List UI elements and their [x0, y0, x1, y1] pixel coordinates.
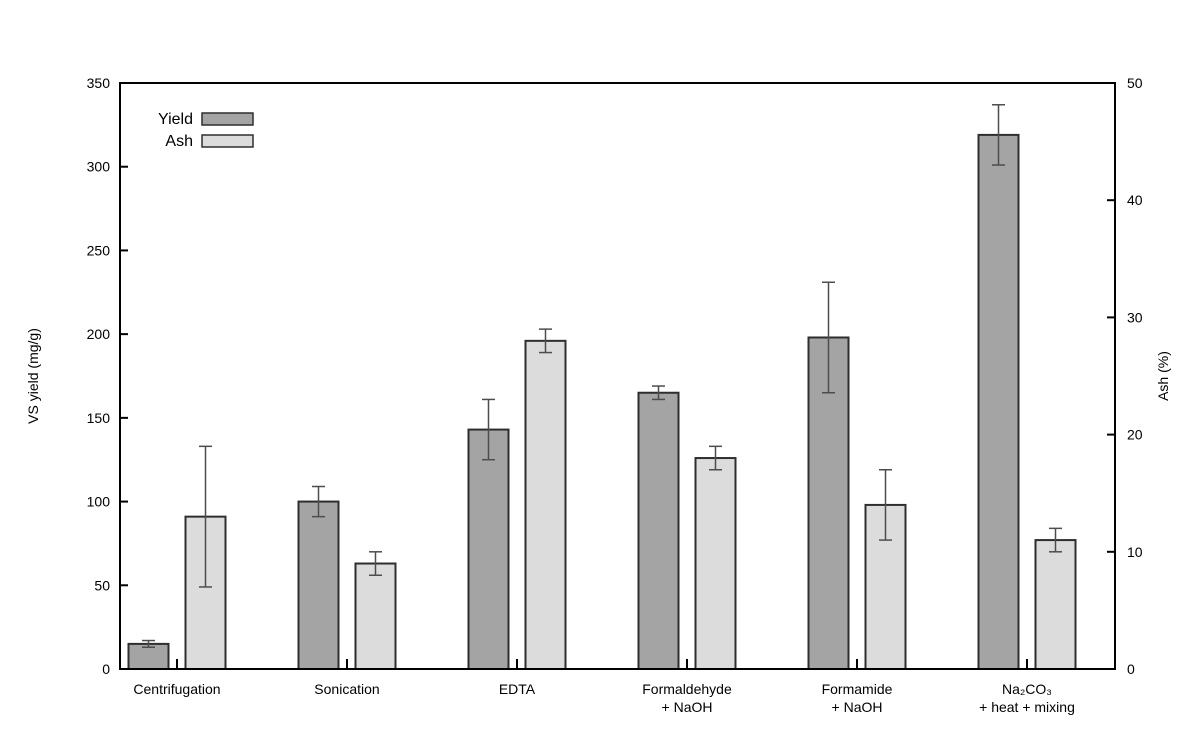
- right-axis-tick-label: 20: [1127, 427, 1143, 443]
- bar-yield-5: [977, 133, 1020, 671]
- right-axis-title: Ash (%): [1155, 351, 1171, 401]
- x-category-label: Formaldehyde: [642, 681, 732, 697]
- x-category-label: + heat + mixing: [979, 699, 1075, 715]
- left-axis-tick-label: 150: [87, 410, 111, 426]
- bar-yield-2: [467, 428, 510, 670]
- legend-label-ash: Ash: [165, 133, 193, 150]
- x-category-label: Centrifugation: [133, 681, 220, 697]
- bar-yield-3: [637, 391, 680, 670]
- bar-ash-1: [354, 562, 397, 671]
- right-axis-tick-label: 40: [1127, 192, 1143, 208]
- left-axis-tick-label: 350: [87, 75, 111, 91]
- bar-yield-0: [127, 642, 170, 671]
- x-category-label: Sonication: [314, 681, 379, 697]
- x-category-label: + NaOH: [662, 699, 713, 715]
- x-category-label: Na₂CO₃: [1002, 681, 1052, 697]
- right-axis-tick-label: 30: [1127, 309, 1143, 325]
- legend-swatch-ash: [201, 134, 254, 148]
- x-category-label: + NaOH: [832, 699, 883, 715]
- left-axis-tick-label: 100: [87, 494, 111, 510]
- legend-swatch-yield: [201, 112, 254, 126]
- bar-ash-2: [524, 339, 567, 670]
- left-axis-tick-label: 250: [87, 242, 111, 258]
- bar-yield-1: [297, 500, 340, 671]
- plot-frame: [119, 82, 1116, 670]
- left-axis-tick-label: 300: [87, 159, 111, 175]
- x-category-label: EDTA: [499, 681, 536, 697]
- left-axis-tick-label: 200: [87, 326, 111, 342]
- right-axis-tick-label: 10: [1127, 544, 1143, 560]
- legend-label-yield: Yield: [158, 111, 193, 128]
- right-axis-tick-label: 50: [1127, 75, 1143, 91]
- left-axis-tick-label: 50: [94, 577, 110, 593]
- left-axis-tick-label: 0: [102, 661, 110, 677]
- bar-ash-3: [694, 457, 737, 671]
- right-axis-tick-label: 0: [1127, 661, 1135, 677]
- bar-ash-5: [1034, 539, 1077, 671]
- x-category-label: Formamide: [822, 681, 893, 697]
- left-axis-title: VS yield (mg/g): [25, 328, 41, 424]
